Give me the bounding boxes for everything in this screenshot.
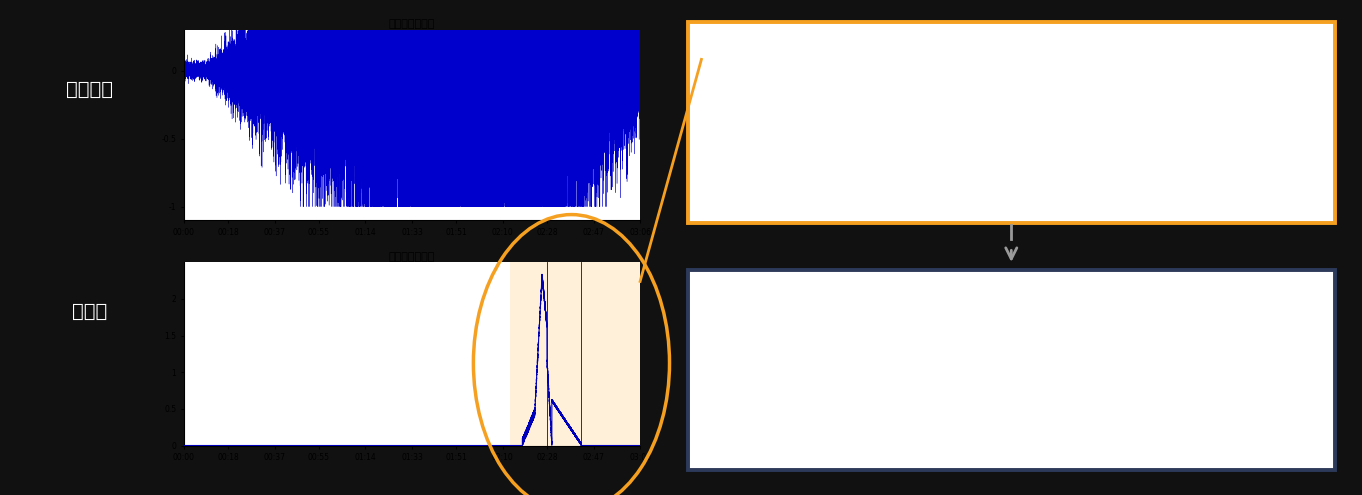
Text: 時間波形: 時間波形 bbox=[65, 80, 113, 99]
Text: 完全停止を予防: 完全停止を予防 bbox=[974, 401, 1049, 419]
Bar bbox=[511, 262, 640, 446]
Title: 異常音検知結果: 異常音検知結果 bbox=[388, 251, 436, 261]
Text: 出力が低下するタイミングで: 出力が低下するタイミングで bbox=[941, 77, 1081, 96]
Title: 装置稼働音波形: 装置稼働音波形 bbox=[388, 19, 436, 29]
Text: 異常な音を自動検知: 異常な音を自動検知 bbox=[963, 153, 1060, 172]
Text: 異常度: 異常度 bbox=[72, 302, 106, 321]
Text: 緊急のメンテナンスを実施して: 緊急のメンテナンスを実施して bbox=[936, 325, 1087, 343]
